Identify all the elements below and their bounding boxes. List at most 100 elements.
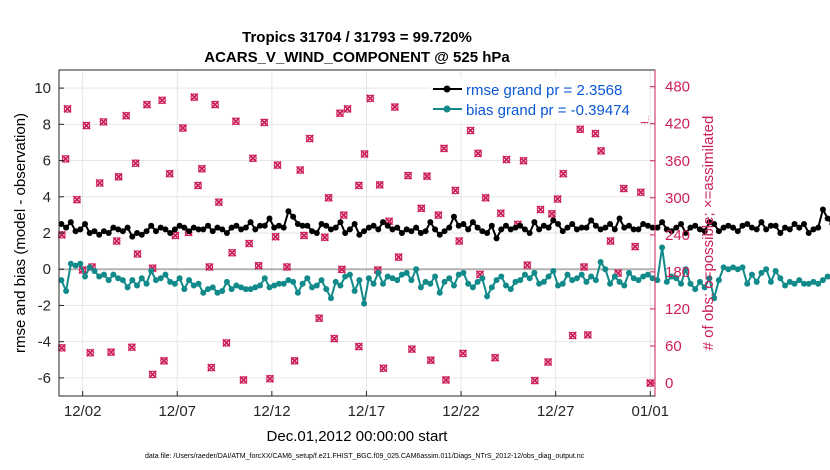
rmse-point [460,220,467,227]
obs-possible-marker [455,237,463,245]
rmse-point [630,226,637,233]
rmse-point [668,228,675,235]
obs-assimilated-marker [193,181,203,190]
obs-assimilated-marker [496,209,505,218]
bias-point [257,282,264,289]
rmse-point [578,224,585,231]
rmse-point [526,230,533,236]
bias-point [550,268,557,275]
bias-point [394,277,401,284]
obs-point [112,236,121,246]
rmse-point [616,215,623,222]
obs-assimilated-marker [72,195,82,204]
bias-point [252,284,259,291]
bias-point [124,284,131,291]
obs-point [339,210,348,220]
obs-point [245,239,254,248]
bias-point [413,266,420,273]
obs-possible-marker [591,129,600,138]
bias-point [219,287,226,294]
bias-point [441,278,448,285]
obs-assimilated-marker [543,357,553,367]
obs-possible-marker [330,334,339,343]
bias-point [247,286,254,293]
rmse-point [625,222,632,229]
rmse-point [545,224,552,231]
bias-point [498,273,505,280]
obs-assimilated-marker [630,242,640,251]
legend: rmse grand pr = 2.3568 bias grand pr = -… [430,78,648,122]
bias-point [432,273,439,280]
rmse-point [134,230,141,236]
obs-assimilated-marker [315,314,324,323]
obs-possible-marker [160,357,168,365]
bias-point [611,273,618,280]
obs-possible-marker [86,348,95,357]
bias-point [517,277,524,284]
obs-possible-marker [338,265,346,274]
bias-point [696,278,703,285]
obs-point [547,209,557,218]
obs-possible-marker [99,118,108,126]
bias-point [469,284,476,291]
bias-point [398,271,405,278]
rmse-point [351,220,358,227]
rmse-point [223,230,230,236]
rmse-point [138,231,145,238]
rmse-point [559,228,566,235]
rmse-point [342,230,349,236]
bias-point [115,275,122,282]
obs-point [390,102,399,112]
bias-point [748,271,755,278]
obs-assimilated-marker [82,121,91,130]
bias-point [474,278,481,285]
rmse-point [730,224,737,231]
obs-assimilated-marker [95,178,104,188]
obs-point [596,146,606,156]
rmse-point [129,233,136,240]
rmse-point [725,222,732,229]
legend-rmse-marker [443,85,451,93]
obs-possible-marker [536,205,545,214]
obs-possible-marker [584,331,592,339]
rmse-point [394,224,401,231]
obs-possible-marker [114,173,123,181]
obs-possible-marker [61,155,70,163]
bias-point [190,282,197,289]
rmse-point [67,219,74,226]
rmse-point [77,226,84,233]
bias-point [299,280,306,287]
obs-point [630,242,640,251]
obs-point [451,186,460,195]
bias-point [228,286,235,293]
obs-assimilated-marker [324,193,333,202]
x-tick-label-6: 01/01 [631,403,669,420]
bias-point [767,278,774,285]
obs-point [417,204,426,213]
bias-point [678,280,685,287]
bias-point [152,277,159,284]
rmse-point [777,230,784,236]
obs-point [606,236,615,246]
obs-assimilated-marker [296,165,305,175]
x-tick-label-1: 12/07 [158,403,196,420]
x-tick-label-0: 12/02 [64,403,102,420]
rmse-point [427,219,434,226]
right-axis-ticks: 0 60 120 180 240 300 360 420 480 [650,70,690,396]
bias-point [389,275,396,282]
obs-assimilated-marker [619,184,628,193]
bias-point [545,273,552,280]
bias-point [309,284,316,291]
bias-point [91,268,98,275]
bias-point [427,280,434,287]
bias-point [692,286,699,293]
obs-possible-marker [440,144,448,153]
obs-point [434,210,443,220]
rmse-point [432,226,439,233]
obs-point [299,231,309,240]
rmse-point [654,224,661,231]
bias-point [375,269,382,276]
rmse-point [82,220,89,227]
rmse-point [564,224,571,231]
obs-point [553,194,562,204]
